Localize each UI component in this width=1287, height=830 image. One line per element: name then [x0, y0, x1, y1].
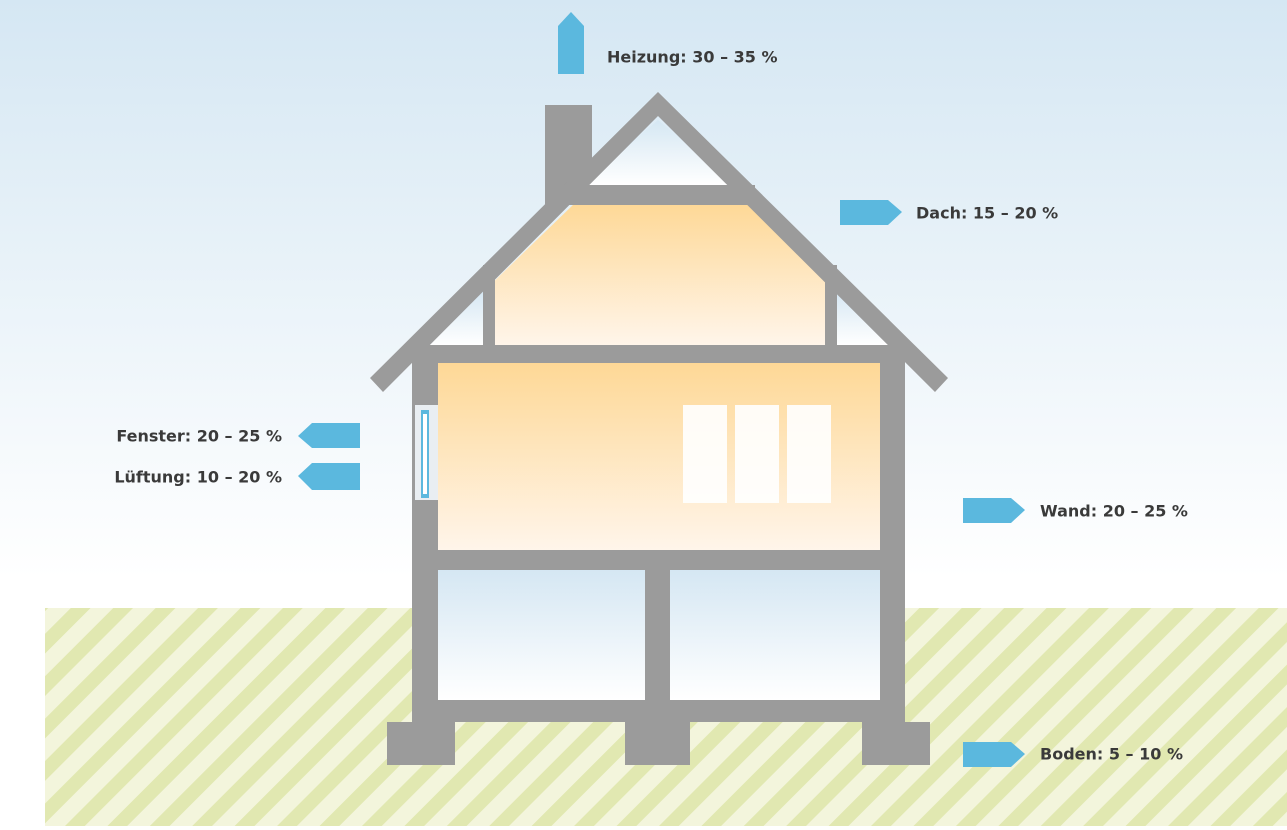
label-wand: Wand: 20 – 25 %	[1040, 502, 1188, 521]
arrows	[298, 12, 1025, 767]
label-boden: Boden: 5 – 10 %	[1040, 745, 1183, 764]
label-fenster: Fenster: 20 – 25 %	[116, 427, 282, 446]
house	[370, 92, 948, 765]
label-dach: Dach: 15 – 20 %	[916, 204, 1058, 223]
label-heizung: Heizung: 30 – 35 %	[607, 48, 778, 67]
label-lueftung: Lüftung: 10 – 20 %	[114, 468, 282, 487]
